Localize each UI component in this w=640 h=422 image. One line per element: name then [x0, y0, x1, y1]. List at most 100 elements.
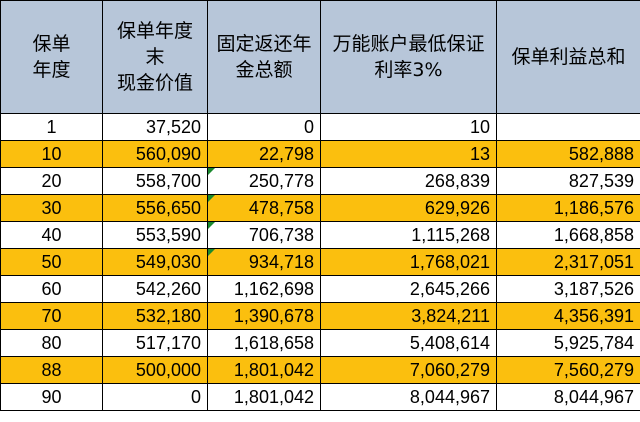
cell-value: 1,668,858: [553, 224, 634, 245]
header-cash-value[interactable]: 保单年度 末 现金价值: [102, 0, 208, 114]
cell-value: 8,044,967: [553, 386, 634, 407]
cell-cash-value[interactable]: 553,590: [102, 221, 208, 249]
header-text: 保单: [32, 33, 71, 55]
cell-cash-value[interactable]: 542,260: [102, 275, 208, 303]
cell-fixed-annuity-total[interactable]: 706,738: [207, 221, 321, 249]
cell-total-benefit[interactable]: 4,356,391: [496, 302, 640, 330]
cell-cash-value[interactable]: 37,520: [102, 113, 208, 141]
cell-total-benefit[interactable]: 5,925,784: [496, 329, 640, 357]
cell-policy-year[interactable]: 40: [0, 221, 103, 249]
cell-fixed-annuity-total[interactable]: 1,162,698: [207, 275, 321, 303]
cell-value: 1,390,678: [233, 305, 314, 326]
cell-total-benefit[interactable]: [496, 113, 640, 141]
cell-policy-year[interactable]: 20: [0, 167, 103, 195]
header-text: 现金价值: [116, 72, 193, 94]
cell-value: 2,317,051: [553, 251, 634, 272]
cell-value: 22,798: [258, 143, 314, 164]
cell-universal-account[interactable]: 1,768,021: [320, 248, 497, 276]
cell-cash-value[interactable]: 517,170: [102, 329, 208, 357]
table-row: 70 532,180 1,390,678 3,824,211 4,356,391: [0, 302, 640, 330]
cell-universal-account[interactable]: 10: [320, 113, 497, 141]
cell-value: 40: [41, 224, 62, 245]
cell-value: 542,260: [135, 278, 201, 299]
cell-universal-account[interactable]: 2,645,266: [320, 275, 497, 303]
table-row: 80 517,170 1,618,658 5,408,614 5,925,784: [0, 329, 640, 357]
cell-cash-value[interactable]: 549,030: [102, 248, 208, 276]
cell-value: 20: [41, 170, 62, 191]
cell-value: 0: [303, 116, 314, 137]
cell-universal-account[interactable]: 3,824,211: [320, 302, 497, 330]
cell-cash-value[interactable]: 556,650: [102, 194, 208, 222]
cell-policy-year[interactable]: 88: [0, 356, 103, 384]
header-total-benefit[interactable]: 保单利益总和: [496, 0, 640, 114]
cell-total-benefit[interactable]: 7,560,279: [496, 356, 640, 384]
cell-value: 706,738: [248, 224, 314, 245]
cell-fixed-annuity-total[interactable]: 0: [207, 113, 321, 141]
cell-fixed-annuity-total[interactable]: 1,801,042: [207, 383, 321, 411]
cell-cash-value[interactable]: 558,700: [102, 167, 208, 195]
cell-universal-account[interactable]: 7,060,279: [320, 356, 497, 384]
cell-value: 5,925,784: [553, 332, 634, 353]
cell-value: 500,000: [135, 359, 201, 380]
cell-policy-year[interactable]: 70: [0, 302, 103, 330]
cell-value: 1,115,268: [411, 224, 490, 245]
cell-universal-account[interactable]: 1,115,268: [320, 221, 497, 249]
table-row: 88 500,000 1,801,042 7,060,279 7,560,279: [0, 356, 640, 384]
header-universal-account[interactable]: 万能账户最低保证 利率3%: [320, 0, 497, 114]
cell-universal-account[interactable]: 268,839: [320, 167, 497, 195]
cell-cash-value[interactable]: 500,000: [102, 356, 208, 384]
cell-policy-year[interactable]: 60: [0, 275, 103, 303]
cell-value: 0: [190, 386, 201, 407]
cell-fixed-annuity-total[interactable]: 1,801,042: [207, 356, 321, 384]
cell-policy-year[interactable]: 10: [0, 140, 103, 168]
cell-cash-value[interactable]: 0: [102, 383, 208, 411]
cell-value: 2,645,266: [409, 278, 490, 299]
cell-value: 532,180: [135, 305, 201, 326]
header-text: 年度: [32, 59, 71, 81]
table-row: 1 37,520 0 10: [0, 113, 640, 141]
cell-fixed-annuity-total[interactable]: 1,618,658: [207, 329, 321, 357]
cell-value: 3,824,211: [411, 305, 490, 326]
header-text: 保单年度: [116, 20, 193, 42]
cell-value: 558,700: [135, 170, 201, 191]
cell-policy-year[interactable]: 30: [0, 194, 103, 222]
header-text: 万能账户最低保证: [332, 33, 485, 55]
header-text: 利率3%: [374, 59, 443, 81]
header-row: 保单 年度 保单年度 末 现金价值 固定返还年 金总额 万能账户最低保证 利率3…: [0, 0, 640, 114]
cell-fixed-annuity-total[interactable]: 478,758: [207, 194, 321, 222]
cell-universal-account[interactable]: 13: [320, 140, 497, 168]
cell-fixed-annuity-total[interactable]: 934,718: [207, 248, 321, 276]
table-row: 30 556,650 478,758 629,926 1,186,576: [0, 194, 640, 222]
cell-fixed-annuity-total[interactable]: 250,778: [207, 167, 321, 195]
cell-cash-value[interactable]: 560,090: [102, 140, 208, 168]
cell-value: 30: [41, 197, 62, 218]
cell-value: 1,801,042: [233, 386, 314, 407]
cell-policy-year[interactable]: 90: [0, 383, 103, 411]
cell-value: 582,888: [568, 143, 634, 164]
cell-total-benefit[interactable]: 1,668,858: [496, 221, 640, 249]
cell-fixed-annuity-total[interactable]: 22,798: [207, 140, 321, 168]
cell-total-benefit[interactable]: 1,186,576: [496, 194, 640, 222]
cell-universal-account[interactable]: 629,926: [320, 194, 497, 222]
header-policy-year[interactable]: 保单 年度: [0, 0, 103, 114]
header-text: 金总额: [235, 59, 293, 81]
cell-cash-value[interactable]: 532,180: [102, 302, 208, 330]
cell-fixed-annuity-total[interactable]: 1,390,678: [207, 302, 321, 330]
cell-total-benefit[interactable]: 582,888: [496, 140, 640, 168]
cell-policy-year[interactable]: 80: [0, 329, 103, 357]
cell-value: 10: [41, 143, 62, 164]
cell-policy-year[interactable]: 1: [0, 113, 103, 141]
cell-total-benefit[interactable]: 827,539: [496, 167, 640, 195]
header-fixed-annuity-total[interactable]: 固定返还年 金总额: [207, 0, 321, 114]
cell-value: 50: [41, 251, 62, 272]
cell-universal-account[interactable]: 8,044,967: [320, 383, 497, 411]
cell-universal-account[interactable]: 5,408,614: [320, 329, 497, 357]
cell-policy-year[interactable]: 50: [0, 248, 103, 276]
cell-total-benefit[interactable]: 8,044,967: [496, 383, 640, 411]
cell-value: 1: [46, 116, 57, 137]
cell-total-benefit[interactable]: 3,187,526: [496, 275, 640, 303]
cell-value: 556,650: [135, 197, 201, 218]
header-text: 保单利益总和: [511, 46, 626, 68]
cell-total-benefit[interactable]: 2,317,051: [496, 248, 640, 276]
